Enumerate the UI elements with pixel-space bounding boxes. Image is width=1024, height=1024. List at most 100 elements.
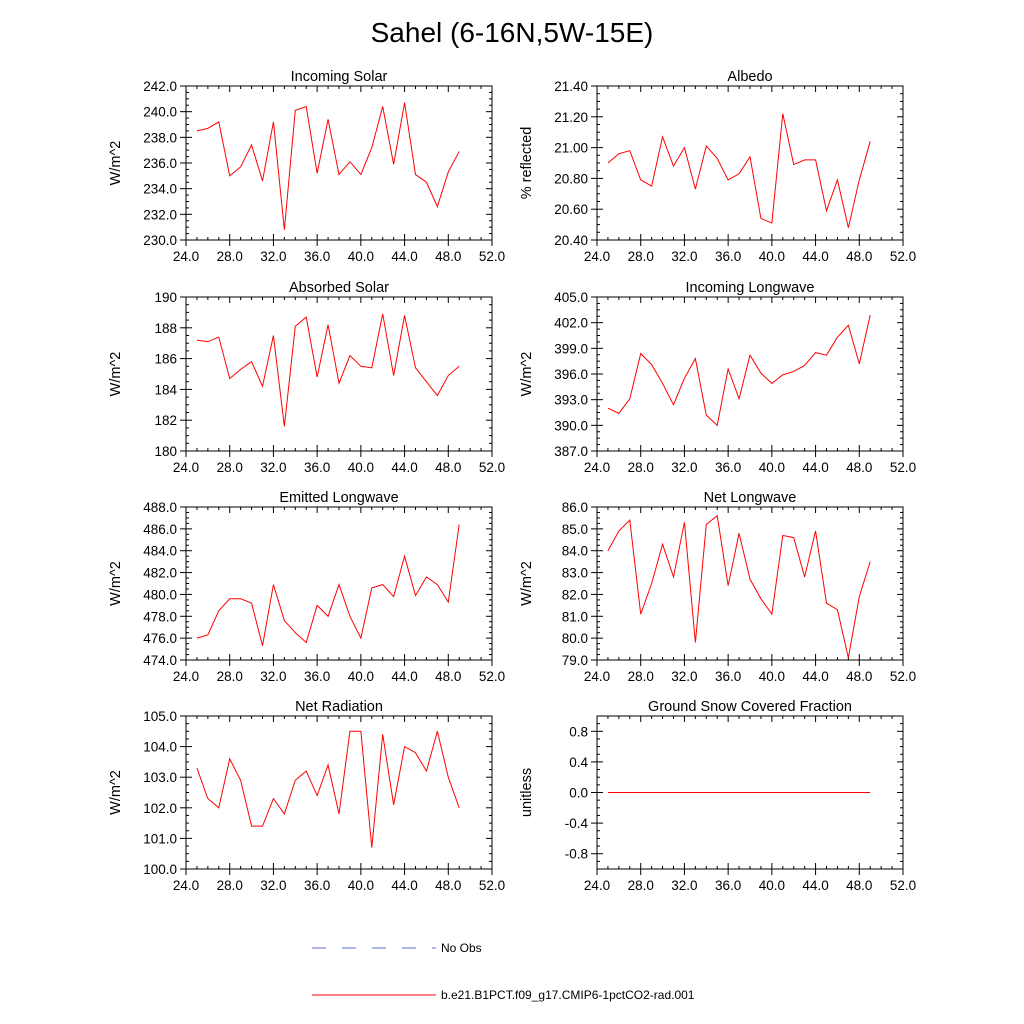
y-tick-label: 20.80: [554, 171, 588, 186]
x-tick-label: 24.0: [173, 249, 199, 264]
x-tick-label: 28.0: [628, 878, 654, 893]
x-tick-label: 32.0: [260, 878, 286, 893]
x-tick-label: 48.0: [435, 669, 461, 684]
panels: Incoming Solar W/m^2 24.0 28.0 32.0 36.0 40.0 4…: [108, 69, 916, 893]
x-tick-label: 44.0: [391, 249, 417, 264]
y-tick-label: 232.0: [143, 207, 177, 222]
x-tick-label: 28.0: [628, 669, 654, 684]
x-tick-label: 48.0: [846, 669, 872, 684]
x-tick-label: 52.0: [890, 460, 916, 475]
panel-title: Incoming Solar: [291, 69, 388, 85]
y-tick-label: 478.0: [143, 609, 177, 624]
x-tick-label: 28.0: [217, 460, 243, 475]
y-tick-label: 86.0: [562, 500, 588, 515]
y-tick-label: 390.0: [554, 418, 588, 433]
y-tick-label: 0.8: [569, 724, 588, 739]
chart-panel-2: Absorbed Solar W/m^2 24.0 28.0 32.0 36.0 40.0 4…: [108, 280, 505, 475]
x-tick-label: 36.0: [715, 249, 741, 264]
y-tick-label: 396.0: [554, 367, 588, 382]
panel-title: Emitted Longwave: [279, 490, 398, 506]
x-tick-label: 44.0: [391, 878, 417, 893]
x-tick-label: 40.0: [348, 249, 374, 264]
chart-panel-3: Incoming Longwave W/m^2 24.0 28.0 32.0 36.0 40…: [519, 280, 916, 475]
x-tick-label: 32.0: [671, 249, 697, 264]
legend-label-no-obs: No Obs: [441, 941, 482, 955]
y-tick-label: 186: [154, 352, 177, 367]
series-line: [196, 102, 460, 230]
x-tick-label: 28.0: [217, 878, 243, 893]
x-tick-label: 40.0: [348, 460, 374, 475]
panel-title: Absorbed Solar: [289, 280, 389, 296]
y-tick-label: 85.0: [562, 522, 588, 537]
x-tick-label: 32.0: [671, 669, 697, 684]
panel-title: Net Longwave: [704, 490, 797, 506]
plot-frame: [185, 85, 493, 241]
legend-label-model: b.e21.B1PCT.f09_g17.CMIP6-1pctCO2-rad.00…: [441, 988, 695, 1002]
y-tick-label: 0.4: [569, 755, 588, 770]
x-tick-label: 24.0: [584, 669, 610, 684]
y-tick-label: 79.0: [562, 653, 588, 668]
x-tick-label: 52.0: [890, 878, 916, 893]
series-line: [607, 113, 871, 228]
figure-title: Sahel (6-16N,5W-15E): [371, 17, 654, 48]
y-tick-label: 103.0: [143, 770, 177, 785]
y-tick-label: 21.00: [554, 141, 588, 156]
x-tick-label: 52.0: [890, 249, 916, 264]
plot-frame: [596, 506, 904, 661]
plot-frame: [596, 296, 904, 452]
x-tick-label: 36.0: [304, 249, 330, 264]
y-tick-label: 387.0: [554, 444, 588, 459]
x-tick-label: 36.0: [715, 878, 741, 893]
plot-frame: [185, 715, 493, 870]
x-tick-label: 48.0: [435, 460, 461, 475]
y-tick-label: 399.0: [554, 341, 588, 356]
x-tick-label: 36.0: [304, 669, 330, 684]
series-line: [196, 524, 460, 646]
x-tick-label: 32.0: [260, 249, 286, 264]
x-tick-label: 36.0: [304, 460, 330, 475]
x-tick-label: 32.0: [671, 878, 697, 893]
x-tick-label: 44.0: [391, 460, 417, 475]
x-tick-label: 48.0: [846, 460, 872, 475]
chart-panel-5: Net Longwave W/m^2 24.0 28.0 32.0 36.0 40.0 44.…: [519, 490, 916, 684]
chart-panel-6: Net Radiation W/m^2 24.0 28.0 32.0 36.0 40.0 44…: [108, 699, 505, 893]
y-tick-label: 20.40: [554, 233, 588, 248]
x-tick-label: 24.0: [584, 249, 610, 264]
x-tick-label: 24.0: [584, 878, 610, 893]
y-axis-label: W/m^2: [108, 561, 124, 606]
y-tick-label: 393.0: [554, 393, 588, 408]
panel-title: Ground Snow Covered Fraction: [648, 699, 852, 715]
y-tick-label: 230.0: [143, 233, 177, 248]
series-line: [607, 514, 871, 658]
y-tick-label: 82.0: [562, 587, 588, 602]
x-tick-label: 52.0: [479, 460, 505, 475]
x-tick-label: 48.0: [435, 249, 461, 264]
x-tick-label: 32.0: [260, 460, 286, 475]
y-tick-label: 482.0: [143, 566, 177, 581]
panel-title: Albedo: [727, 69, 772, 85]
x-tick-label: 40.0: [348, 878, 374, 893]
legend: No Obs b.e21.B1PCT.f09_g17.CMIP6-1pctCO2…: [312, 941, 695, 1002]
y-tick-label: 405.0: [554, 290, 588, 305]
x-tick-label: 52.0: [479, 669, 505, 684]
y-tick-label: 182: [154, 413, 177, 428]
x-tick-label: 40.0: [348, 669, 374, 684]
y-tick-label: 484.0: [143, 544, 177, 559]
panel-title: Net Radiation: [295, 699, 383, 715]
x-tick-label: 28.0: [628, 460, 654, 475]
y-tick-label: 238.0: [143, 130, 177, 145]
y-axis-label: W/m^2: [519, 561, 535, 606]
x-tick-label: 36.0: [304, 878, 330, 893]
x-tick-label: 32.0: [671, 460, 697, 475]
plot-frame: [596, 85, 904, 241]
y-tick-label: 184: [154, 382, 177, 397]
y-tick-label: 20.60: [554, 202, 588, 217]
x-tick-label: 44.0: [802, 878, 828, 893]
x-tick-label: 28.0: [628, 249, 654, 264]
panel-title: Incoming Longwave: [686, 280, 815, 296]
x-tick-label: 44.0: [391, 669, 417, 684]
series-line: [607, 314, 871, 427]
x-tick-label: 52.0: [890, 669, 916, 684]
x-tick-label: 40.0: [759, 669, 785, 684]
